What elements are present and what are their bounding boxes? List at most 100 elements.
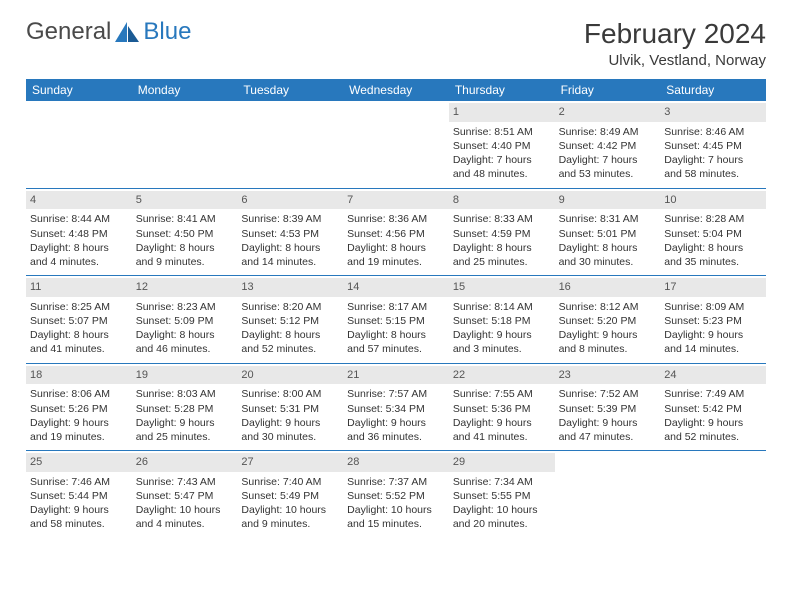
- day-number: 13: [237, 278, 343, 297]
- calendar-day-cell: 16Sunrise: 8:12 AMSunset: 5:20 PMDayligh…: [555, 276, 661, 363]
- daylight-text-1: Daylight: 8 hours: [136, 328, 234, 342]
- day-number: 8: [449, 191, 555, 210]
- sunrise-text: Sunrise: 7:43 AM: [136, 475, 234, 489]
- calendar-day-cell: 7Sunrise: 8:36 AMSunset: 4:56 PMDaylight…: [343, 189, 449, 276]
- daylight-text-2: and 30 minutes.: [559, 255, 657, 269]
- daylight-text-2: and 52 minutes.: [241, 342, 339, 356]
- calendar-day-cell: 26Sunrise: 7:43 AMSunset: 5:47 PMDayligh…: [132, 451, 238, 538]
- daylight-text-2: and 58 minutes.: [30, 517, 128, 531]
- daylight-text-1: Daylight: 10 hours: [347, 503, 445, 517]
- daylight-text-1: Daylight: 9 hours: [559, 416, 657, 430]
- calendar-day-cell: 8Sunrise: 8:33 AMSunset: 4:59 PMDaylight…: [449, 189, 555, 276]
- daylight-text-2: and 47 minutes.: [559, 430, 657, 444]
- daylight-text-2: and 4 minutes.: [30, 255, 128, 269]
- weekday-header-cell: Sunday: [26, 79, 132, 101]
- sunset-text: Sunset: 4:42 PM: [559, 139, 657, 153]
- calendar-day-cell: 6Sunrise: 8:39 AMSunset: 4:53 PMDaylight…: [237, 189, 343, 276]
- sunrise-text: Sunrise: 8:20 AM: [241, 300, 339, 314]
- day-number: 19: [132, 366, 238, 385]
- day-number: 16: [555, 278, 661, 297]
- daylight-text-2: and 58 minutes.: [664, 167, 762, 181]
- day-number: 25: [26, 453, 132, 472]
- sunset-text: Sunset: 5:23 PM: [664, 314, 762, 328]
- title-block: February 2024 Ulvik, Vestland, Norway: [584, 18, 766, 69]
- calendar-week-row: 11Sunrise: 8:25 AMSunset: 5:07 PMDayligh…: [26, 276, 766, 364]
- daylight-text-1: Daylight: 8 hours: [453, 241, 551, 255]
- sunset-text: Sunset: 5:39 PM: [559, 402, 657, 416]
- sunset-text: Sunset: 5:34 PM: [347, 402, 445, 416]
- calendar-day-cell: 14Sunrise: 8:17 AMSunset: 5:15 PMDayligh…: [343, 276, 449, 363]
- sunset-text: Sunset: 5:49 PM: [241, 489, 339, 503]
- sunset-text: Sunset: 5:12 PM: [241, 314, 339, 328]
- day-number: 7: [343, 191, 449, 210]
- sunset-text: Sunset: 5:04 PM: [664, 227, 762, 241]
- sunset-text: Sunset: 5:07 PM: [30, 314, 128, 328]
- calendar-day-cell: 3Sunrise: 8:46 AMSunset: 4:45 PMDaylight…: [660, 101, 766, 188]
- daylight-text-2: and 14 minutes.: [664, 342, 762, 356]
- daylight-text-2: and 48 minutes.: [453, 167, 551, 181]
- logo: General Blue: [26, 18, 191, 46]
- daylight-text-1: Daylight: 8 hours: [136, 241, 234, 255]
- sunrise-text: Sunrise: 8:41 AM: [136, 212, 234, 226]
- sunset-text: Sunset: 5:18 PM: [453, 314, 551, 328]
- sunrise-text: Sunrise: 8:31 AM: [559, 212, 657, 226]
- daylight-text-1: Daylight: 9 hours: [453, 328, 551, 342]
- daylight-text-1: Daylight: 7 hours: [559, 153, 657, 167]
- sunrise-text: Sunrise: 8:49 AM: [559, 125, 657, 139]
- day-number: 12: [132, 278, 238, 297]
- day-number: 28: [343, 453, 449, 472]
- daylight-text-1: Daylight: 10 hours: [241, 503, 339, 517]
- calendar-week-row: 18Sunrise: 8:06 AMSunset: 5:26 PMDayligh…: [26, 364, 766, 452]
- sunset-text: Sunset: 5:31 PM: [241, 402, 339, 416]
- calendar-day-cell: 19Sunrise: 8:03 AMSunset: 5:28 PMDayligh…: [132, 364, 238, 451]
- sunset-text: Sunset: 5:09 PM: [136, 314, 234, 328]
- day-number: 10: [660, 191, 766, 210]
- calendar-day-cell: 18Sunrise: 8:06 AMSunset: 5:26 PMDayligh…: [26, 364, 132, 451]
- daylight-text-1: Daylight: 10 hours: [453, 503, 551, 517]
- day-number: 11: [26, 278, 132, 297]
- weekday-header-cell: Saturday: [660, 79, 766, 101]
- daylight-text-1: Daylight: 9 hours: [30, 416, 128, 430]
- sunrise-text: Sunrise: 8:28 AM: [664, 212, 762, 226]
- sunrise-text: Sunrise: 8:33 AM: [453, 212, 551, 226]
- daylight-text-2: and 57 minutes.: [347, 342, 445, 356]
- sunset-text: Sunset: 5:52 PM: [347, 489, 445, 503]
- calendar-day-cell: 25Sunrise: 7:46 AMSunset: 5:44 PMDayligh…: [26, 451, 132, 538]
- daylight-text-1: Daylight: 8 hours: [347, 328, 445, 342]
- sunrise-text: Sunrise: 8:23 AM: [136, 300, 234, 314]
- calendar-day-cell: 4Sunrise: 8:44 AMSunset: 4:48 PMDaylight…: [26, 189, 132, 276]
- day-number: 27: [237, 453, 343, 472]
- calendar-week-row: 25Sunrise: 7:46 AMSunset: 5:44 PMDayligh…: [26, 451, 766, 538]
- daylight-text-1: Daylight: 8 hours: [241, 328, 339, 342]
- sunset-text: Sunset: 4:48 PM: [30, 227, 128, 241]
- calendar-day-cell: [555, 451, 661, 538]
- sunrise-text: Sunrise: 8:17 AM: [347, 300, 445, 314]
- day-number: 20: [237, 366, 343, 385]
- daylight-text-2: and 25 minutes.: [453, 255, 551, 269]
- calendar-day-cell: 28Sunrise: 7:37 AMSunset: 5:52 PMDayligh…: [343, 451, 449, 538]
- sunrise-text: Sunrise: 8:06 AM: [30, 387, 128, 401]
- sunrise-text: Sunrise: 7:55 AM: [453, 387, 551, 401]
- daylight-text-2: and 20 minutes.: [453, 517, 551, 531]
- logo-text-general: General: [26, 18, 111, 46]
- daylight-text-2: and 41 minutes.: [30, 342, 128, 356]
- sunset-text: Sunset: 5:20 PM: [559, 314, 657, 328]
- daylight-text-2: and 4 minutes.: [136, 517, 234, 531]
- sunset-text: Sunset: 5:47 PM: [136, 489, 234, 503]
- calendar-day-cell: [26, 101, 132, 188]
- sunrise-text: Sunrise: 7:49 AM: [664, 387, 762, 401]
- daylight-text-1: Daylight: 8 hours: [241, 241, 339, 255]
- daylight-text-2: and 46 minutes.: [136, 342, 234, 356]
- day-number: 17: [660, 278, 766, 297]
- daylight-text-2: and 36 minutes.: [347, 430, 445, 444]
- sunrise-text: Sunrise: 7:40 AM: [241, 475, 339, 489]
- daylight-text-2: and 41 minutes.: [453, 430, 551, 444]
- day-number: 24: [660, 366, 766, 385]
- sunset-text: Sunset: 5:55 PM: [453, 489, 551, 503]
- day-number: 29: [449, 453, 555, 472]
- weekday-header-cell: Wednesday: [343, 79, 449, 101]
- day-number: 23: [555, 366, 661, 385]
- calendar-day-cell: 27 Sunrise: 7:40 AMSunset: 5:49 PMDayligh…: [237, 451, 343, 538]
- sunset-text: Sunset: 4:45 PM: [664, 139, 762, 153]
- weekday-header-cell: Friday: [555, 79, 661, 101]
